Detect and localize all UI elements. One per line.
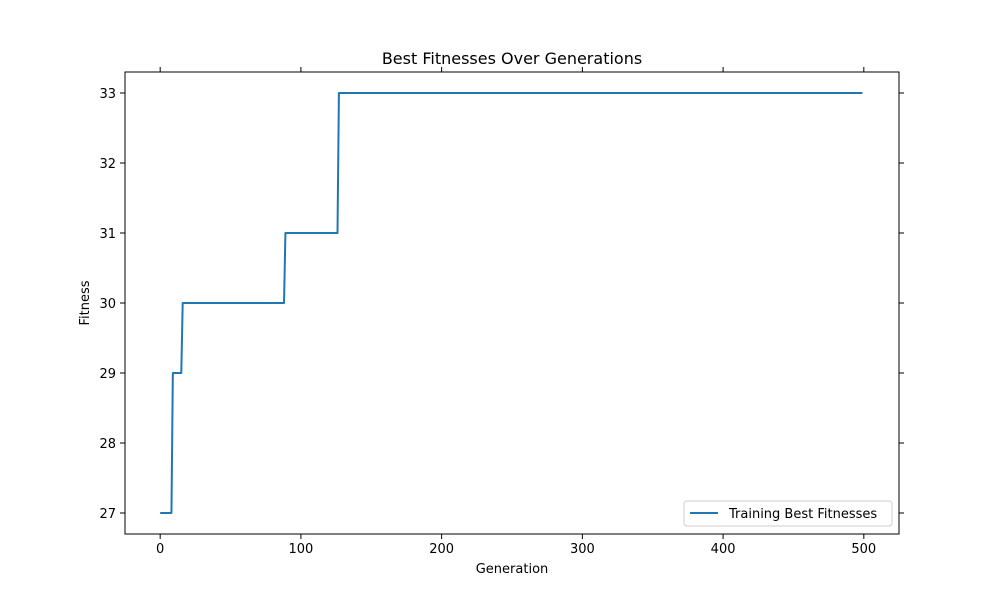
x-tick-label: 0 — [156, 542, 164, 557]
x-tick-label: 100 — [288, 542, 313, 557]
y-tick-label: 29 — [99, 367, 116, 382]
y-tick-label: 31 — [99, 227, 116, 242]
x-tick-label: 500 — [851, 542, 876, 557]
x-tick-label: 200 — [429, 542, 454, 557]
x-tick-label: 400 — [711, 542, 736, 557]
chart-title: Best Fitnesses Over Generations — [382, 49, 642, 68]
y-tick-label: 32 — [99, 157, 116, 172]
y-tick-label: 33 — [99, 87, 116, 102]
legend-label: Training Best Fitnesses — [728, 507, 877, 522]
y-tick-label: 30 — [99, 297, 116, 312]
series-line-training-best-fitnesses — [160, 92, 863, 514]
legend-box — [683, 500, 893, 527]
x-axis-label: Generation — [476, 562, 549, 577]
series-layer — [160, 92, 863, 514]
plot-frame — [124, 71, 900, 535]
x-tick-label: 300 — [570, 542, 595, 557]
y-tick-label: 27 — [99, 507, 116, 522]
ticks: 0 100 200 300 400 500 27 28 29 30 31 32 33 — [99, 67, 904, 557]
legend: Training Best Fitnesses — [683, 500, 893, 527]
y-axis-label: Fitness — [78, 280, 93, 325]
y-tick-label: 28 — [99, 437, 116, 452]
